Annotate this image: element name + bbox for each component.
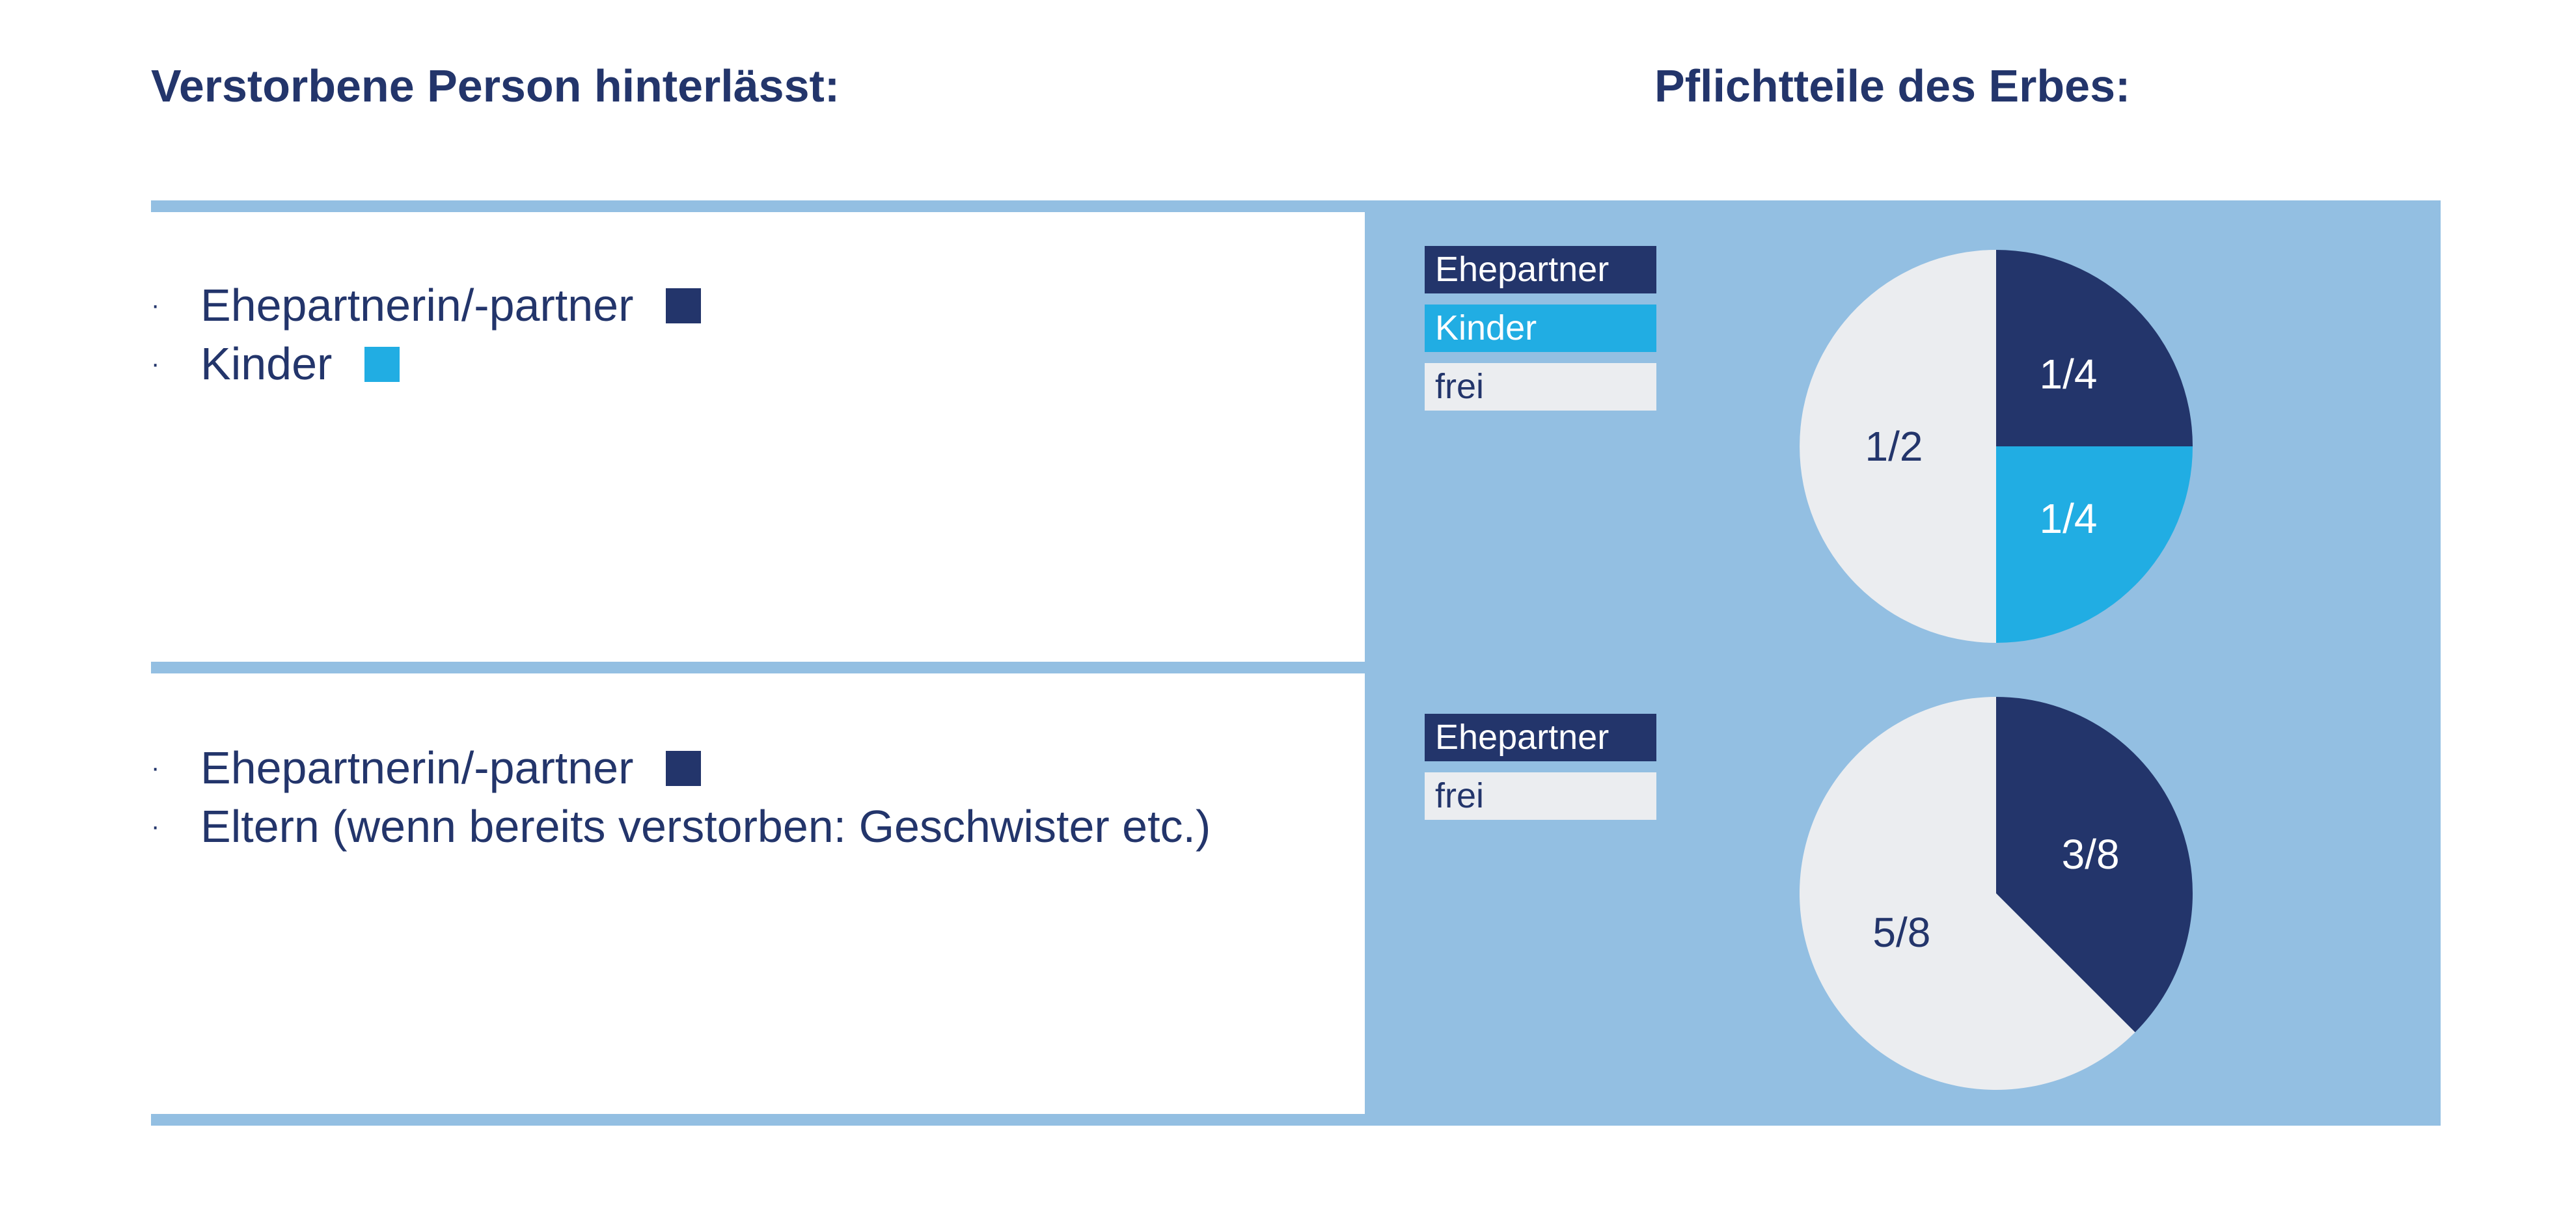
pie-slice-label: 1/2 (1865, 423, 1923, 470)
row-divider-top (151, 200, 2441, 212)
heading-compulsory-shares: Pflichtteile des Erbes: (1654, 61, 2131, 111)
chart-panel-1: Ehepartner Kinder frei 1/4 1/4 1/2 (1365, 212, 2441, 662)
pie-slice-ehepartner (1996, 250, 2193, 446)
heir-item: · Ehepartnerin/-partner (151, 739, 1211, 797)
pie-chart: 1/4 1/4 1/2 (1800, 250, 2193, 643)
pie-slice-ehepartner (1996, 697, 2193, 1033)
heir-list: · Ehepartnerin/-partner · Kinder (151, 276, 701, 393)
chart-panel-2: Ehepartner frei 3/8 5/8 (1365, 673, 2441, 1114)
legend-item-spouse: Ehepartner (1425, 714, 1656, 761)
pie-slice-label: 3/8 (2062, 831, 2120, 878)
heir-item: · Ehepartnerin/-partner (151, 276, 701, 334)
legend-item-free: frei (1425, 363, 1656, 411)
legend-item-children: Kinder (1425, 305, 1656, 352)
legend-item-free: frei (1425, 772, 1656, 820)
heirs-panel-2: · Ehepartnerin/-partner · Eltern (wenn b… (151, 673, 1365, 1114)
pie-slice-kinder (1996, 446, 2193, 643)
pie-chart: 3/8 5/8 (1800, 697, 2193, 1090)
row-divider-bottom (151, 1114, 2441, 1126)
chart-legend: Ehepartner frei (1425, 714, 1656, 831)
heir-label: Eltern (wenn bereits verstorben: Geschwi… (200, 801, 1211, 852)
heir-label: Kinder (200, 338, 333, 389)
bullet: · (151, 812, 160, 841)
bullet: · (151, 349, 160, 378)
legend-marker-children (364, 347, 400, 382)
heir-item: · Eltern (wenn bereits verstorben: Gesch… (151, 797, 1211, 856)
pie-slice-label: 1/4 (2040, 495, 2098, 542)
row-divider-middle (151, 662, 2441, 673)
heading-heirs: Verstorbene Person hinterlässt: (151, 61, 840, 111)
heir-label: Ehepartnerin/-partner (200, 280, 634, 331)
scenario-row-2: · Ehepartnerin/-partner · Eltern (wenn b… (151, 673, 2441, 1114)
pie-slice-label: 5/8 (1872, 909, 1930, 956)
chart-legend: Ehepartner Kinder frei (1425, 246, 1656, 422)
heir-label: Ehepartnerin/-partner (200, 742, 634, 793)
pie-slice-frei (1800, 250, 1996, 643)
bullet: · (151, 291, 160, 319)
heir-list: · Ehepartnerin/-partner · Eltern (wenn b… (151, 739, 1211, 856)
pie-slice-label: 1/4 (2040, 351, 2098, 398)
pie-slice-frei (1800, 697, 2135, 1090)
heirs-panel-1: · Ehepartnerin/-partner · Kinder (151, 212, 1365, 662)
legend-marker-spouse (665, 288, 701, 323)
legend-marker-spouse (665, 751, 701, 786)
legend-item-spouse: Ehepartner (1425, 246, 1656, 293)
bullet: · (151, 753, 160, 782)
scenario-row-1: · Ehepartnerin/-partner · Kinder Ehepart… (151, 212, 2441, 662)
heir-item: · Kinder (151, 334, 701, 393)
